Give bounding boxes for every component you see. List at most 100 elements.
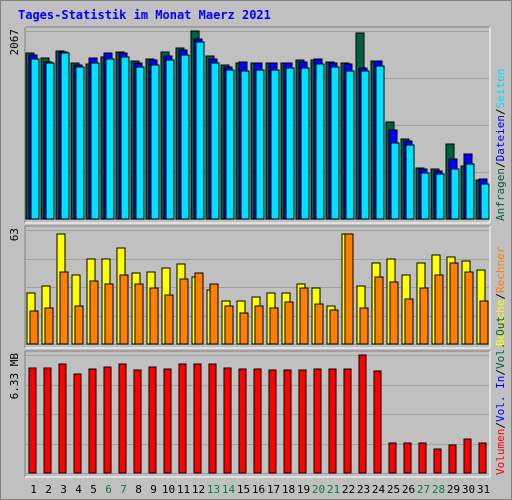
bar-seiten-13 <box>210 62 220 220</box>
bar-volumen-29 <box>448 444 457 474</box>
bar-rechner-30 <box>464 271 474 345</box>
bar-volumen-1 <box>28 367 37 474</box>
bar-seiten-4 <box>75 66 85 220</box>
bar-seiten-22 <box>345 70 355 220</box>
x-tick-label-12: 12 <box>192 483 205 496</box>
x-tick-label-16: 16 <box>252 483 265 496</box>
x-tick-label-15: 15 <box>237 483 250 496</box>
x-tick-label-6: 6 <box>105 483 112 496</box>
bar-seiten-31 <box>480 183 490 220</box>
bar-seiten-17 <box>270 69 280 220</box>
x-axis-days: 1 2 3 4 5 6 7 8 9 10 11 12 13 14 15 16 17 18 19 20 21 22 23 24 2… <box>30 483 490 496</box>
bar-volumen-20 <box>313 368 322 474</box>
requests-legend-separator: / <box>494 161 507 168</box>
bar-volumen-25 <box>388 442 397 474</box>
bar-rechner-21 <box>329 309 339 345</box>
bar-rechner-4 <box>74 305 84 345</box>
bar-seiten-16 <box>255 69 265 220</box>
bar-seiten-23 <box>360 70 370 220</box>
volume-legend-separator: / <box>494 369 507 376</box>
bar-rechner-6 <box>104 283 114 345</box>
bar-seiten-15 <box>240 70 250 220</box>
bar-volumen-7 <box>118 363 127 474</box>
bar-volumen-6 <box>103 366 112 474</box>
bar-rechner-23 <box>359 307 369 345</box>
bar-rechner-8 <box>134 283 144 345</box>
bar-rechner-5 <box>89 280 99 345</box>
bar-rechner-26 <box>404 298 414 345</box>
bar-rechner-2 <box>44 307 54 345</box>
x-tick-label-27: 27 <box>417 483 430 496</box>
x-tick-label-18: 18 <box>282 483 295 496</box>
bar-volumen-24 <box>373 370 382 474</box>
bar-seiten-7 <box>120 56 130 220</box>
x-tick-label-28: 28 <box>432 483 445 496</box>
bar-volumen-27 <box>418 442 427 474</box>
bar-seiten-6 <box>105 58 115 220</box>
bar-volumen-9 <box>148 366 157 474</box>
x-tick-label-31: 31 <box>477 483 490 496</box>
chart-title: Tages-Statistik im Monat Maerz 2021 <box>18 8 271 22</box>
volume-legend-item: Vol. Out <box>494 316 507 369</box>
bar-seiten-24 <box>375 65 385 220</box>
bar-rechner-15 <box>239 312 249 345</box>
x-tick-label-29: 29 <box>447 483 460 496</box>
x-tick-label-19: 19 <box>297 483 310 496</box>
x-tick-label-14: 14 <box>222 483 236 496</box>
bar-rechner-29 <box>449 262 459 345</box>
bar-seiten-3 <box>60 52 70 220</box>
x-tick-label-4: 4 <box>75 483 82 496</box>
bar-rechner-7 <box>119 274 129 345</box>
bar-seiten-21 <box>330 66 340 220</box>
requests-legend-item: Anfragen <box>494 168 507 221</box>
x-tick-label-21: 21 <box>327 483 340 496</box>
x-tick-label-11: 11 <box>177 483 190 496</box>
bar-volumen-11 <box>178 363 187 474</box>
volume-legend-separator: / <box>494 422 507 429</box>
bar-seiten-25 <box>390 142 400 220</box>
bar-volumen-28 <box>433 448 442 474</box>
requests-legend-item: Seiten <box>494 69 507 109</box>
bar-volumen-17 <box>268 369 277 474</box>
bar-rechner-3 <box>59 271 69 345</box>
bar-volumen-18 <box>283 369 292 474</box>
bar-seiten-28 <box>435 173 445 220</box>
bar-volumen-21 <box>328 368 337 474</box>
visits-legend-item: Besuche <box>494 300 507 346</box>
visits-legend-separator: / <box>494 293 507 300</box>
bar-rechner-13 <box>209 283 219 345</box>
requests-y-max-label: 2067 <box>8 29 21 56</box>
bar-rechner-27 <box>419 287 429 345</box>
bar-volumen-19 <box>298 369 307 474</box>
bar-seiten-14 <box>225 69 235 220</box>
bar-rechner-11 <box>179 278 189 345</box>
x-tick-label-3: 3 <box>60 483 67 496</box>
bar-volumen-8 <box>133 369 142 474</box>
bar-volumen-16 <box>253 368 262 474</box>
x-tick-label-24: 24 <box>372 483 386 496</box>
bar-rechner-19 <box>299 287 309 345</box>
bar-volumen-23 <box>358 354 367 474</box>
bar-rechner-28 <box>434 274 444 345</box>
x-tick-label-8: 8 <box>135 483 142 496</box>
bar-rechner-20 <box>314 303 324 345</box>
x-tick-label-22: 22 <box>342 483 355 496</box>
x-tick-label-17: 17 <box>267 483 280 496</box>
volume-y-max-label: 6.33 MB <box>8 353 21 400</box>
bar-seiten-2 <box>45 62 55 220</box>
bar-rechner-31 <box>479 300 489 345</box>
visits-legend: Besuche/Rechner <box>494 246 507 346</box>
bar-seiten-9 <box>150 64 160 220</box>
bar-rechner-14 <box>224 305 234 345</box>
x-tick-label-1: 1 <box>30 483 37 496</box>
x-tick-label-2: 2 <box>45 483 52 496</box>
bar-volumen-13 <box>208 363 217 474</box>
x-tick-label-20: 20 <box>312 483 325 496</box>
requests-legend: Anfragen/Dateien/Seiten <box>494 69 507 221</box>
bar-volumen-14 <box>223 367 232 474</box>
bar-rechner-17 <box>269 307 279 345</box>
